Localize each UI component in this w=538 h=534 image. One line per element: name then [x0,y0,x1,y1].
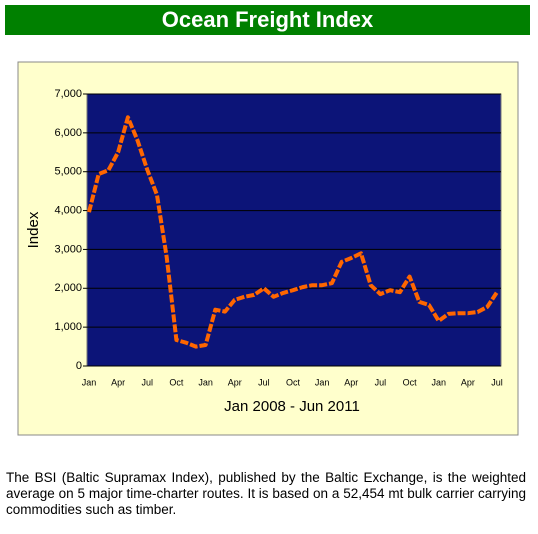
x-tick-label: Apr [461,377,475,387]
x-tick-label: Jan [82,377,97,387]
y-tick-label: 2,000 [54,282,82,294]
x-tick-label: Jul [491,377,503,387]
x-tick-label: Oct [286,377,301,387]
x-axis-label: Jan 2008 - Jun 2011 [224,398,360,415]
header-title: Ocean Freight Index [5,5,530,35]
x-tick-label: Oct [169,377,184,387]
y-tick-label: 3,000 [54,243,82,255]
x-tick-label: Jan [315,377,330,387]
y-tick-label: 4,000 [54,204,82,216]
caption: The BSI (Baltic Supramax Index), publish… [6,470,526,517]
y-tick-label: 1,000 [54,321,82,333]
chart: Jan 2008 - Jun 2011 Index 0 1,000 2,000 3,0… [17,61,519,436]
x-tick-label: Jan [198,377,213,387]
x-tick-label: Jul [258,377,270,387]
y-tick-label: 5,000 [54,166,82,178]
x-tick-label: Apr [344,377,358,387]
x-tick-label: Oct [403,377,418,387]
x-tick-label: Jul [375,377,387,387]
y-axis-label: Index [25,211,42,248]
x-tick-label: Jul [142,377,154,387]
data-line [87,115,499,349]
y-tick-label: 6,000 [54,127,82,139]
plot-area [86,93,502,367]
y-tick-label: 0 [76,360,82,372]
y-tick-label: 7,000 [54,88,82,100]
x-tick-label: Jan [431,377,446,387]
x-tick-label: Apr [228,377,242,387]
x-tick-label: Apr [111,377,125,387]
